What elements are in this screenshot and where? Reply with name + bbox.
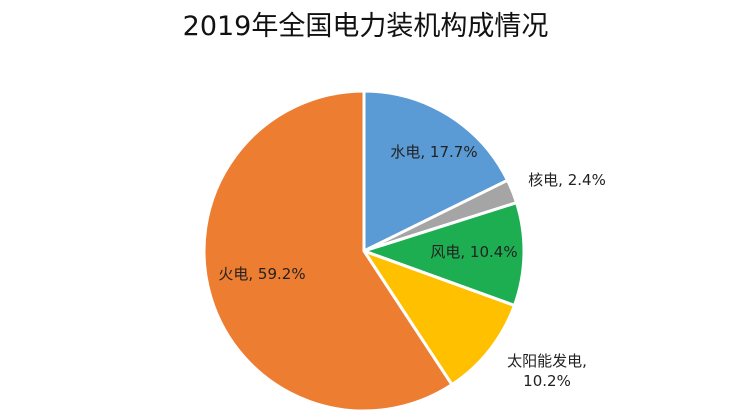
pie-slice-2 xyxy=(362,201,526,307)
slice-label-3: 太阳能发电, 10.2% xyxy=(507,352,587,390)
slice-label-2: 风电, 10.4% xyxy=(430,243,517,261)
pie-slice-4 xyxy=(202,89,454,413)
slice-label-4: 火电, 59.2% xyxy=(218,265,305,283)
slice-label-1: 核电, 2.4% xyxy=(528,171,606,189)
chart-title: 2019年全国电力装机构成情况 xyxy=(182,11,549,42)
pie-slice-0 xyxy=(362,89,510,253)
slice-label-0: 水电, 17.7% xyxy=(390,143,477,161)
pie-slice-3 xyxy=(362,249,516,387)
